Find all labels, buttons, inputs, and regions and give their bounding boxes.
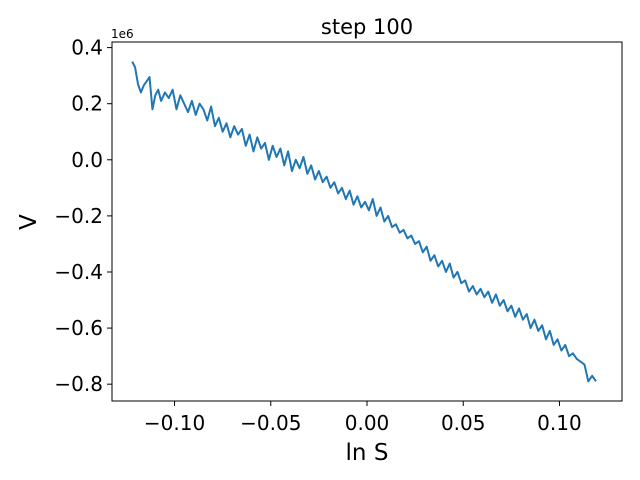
- axes-frame: [111, 41, 623, 402]
- x-tick-label: −0.10: [144, 411, 205, 435]
- y-tick-label: 0.2: [71, 92, 103, 116]
- y-tick-label: −0.4: [54, 260, 103, 284]
- x-tick-label: 0.10: [537, 411, 582, 435]
- chart-title: step 100: [321, 15, 413, 39]
- x-tick-label: 0.00: [345, 411, 390, 435]
- plot-area: −0.10 −0.05 0.00 0.05 0.10 0.4 0.2 0.0 −0.2 −0.4 −…: [54, 36, 623, 435]
- y-tick-label: 0.0: [71, 148, 103, 172]
- x-tick-label: 0.05: [441, 411, 486, 435]
- y-tick-label: −0.8: [54, 372, 103, 396]
- y-axis-label: V: [16, 214, 42, 230]
- y-offset-label: 1e6: [111, 27, 134, 41]
- x-axis-label: ln S: [346, 440, 389, 466]
- y-tick-label: −0.6: [54, 316, 103, 340]
- y-tick-label: −0.2: [54, 204, 103, 228]
- y-tick-label: 0.4: [71, 36, 103, 60]
- x-tick-label: −0.05: [240, 411, 301, 435]
- series-line: [131, 61, 597, 383]
